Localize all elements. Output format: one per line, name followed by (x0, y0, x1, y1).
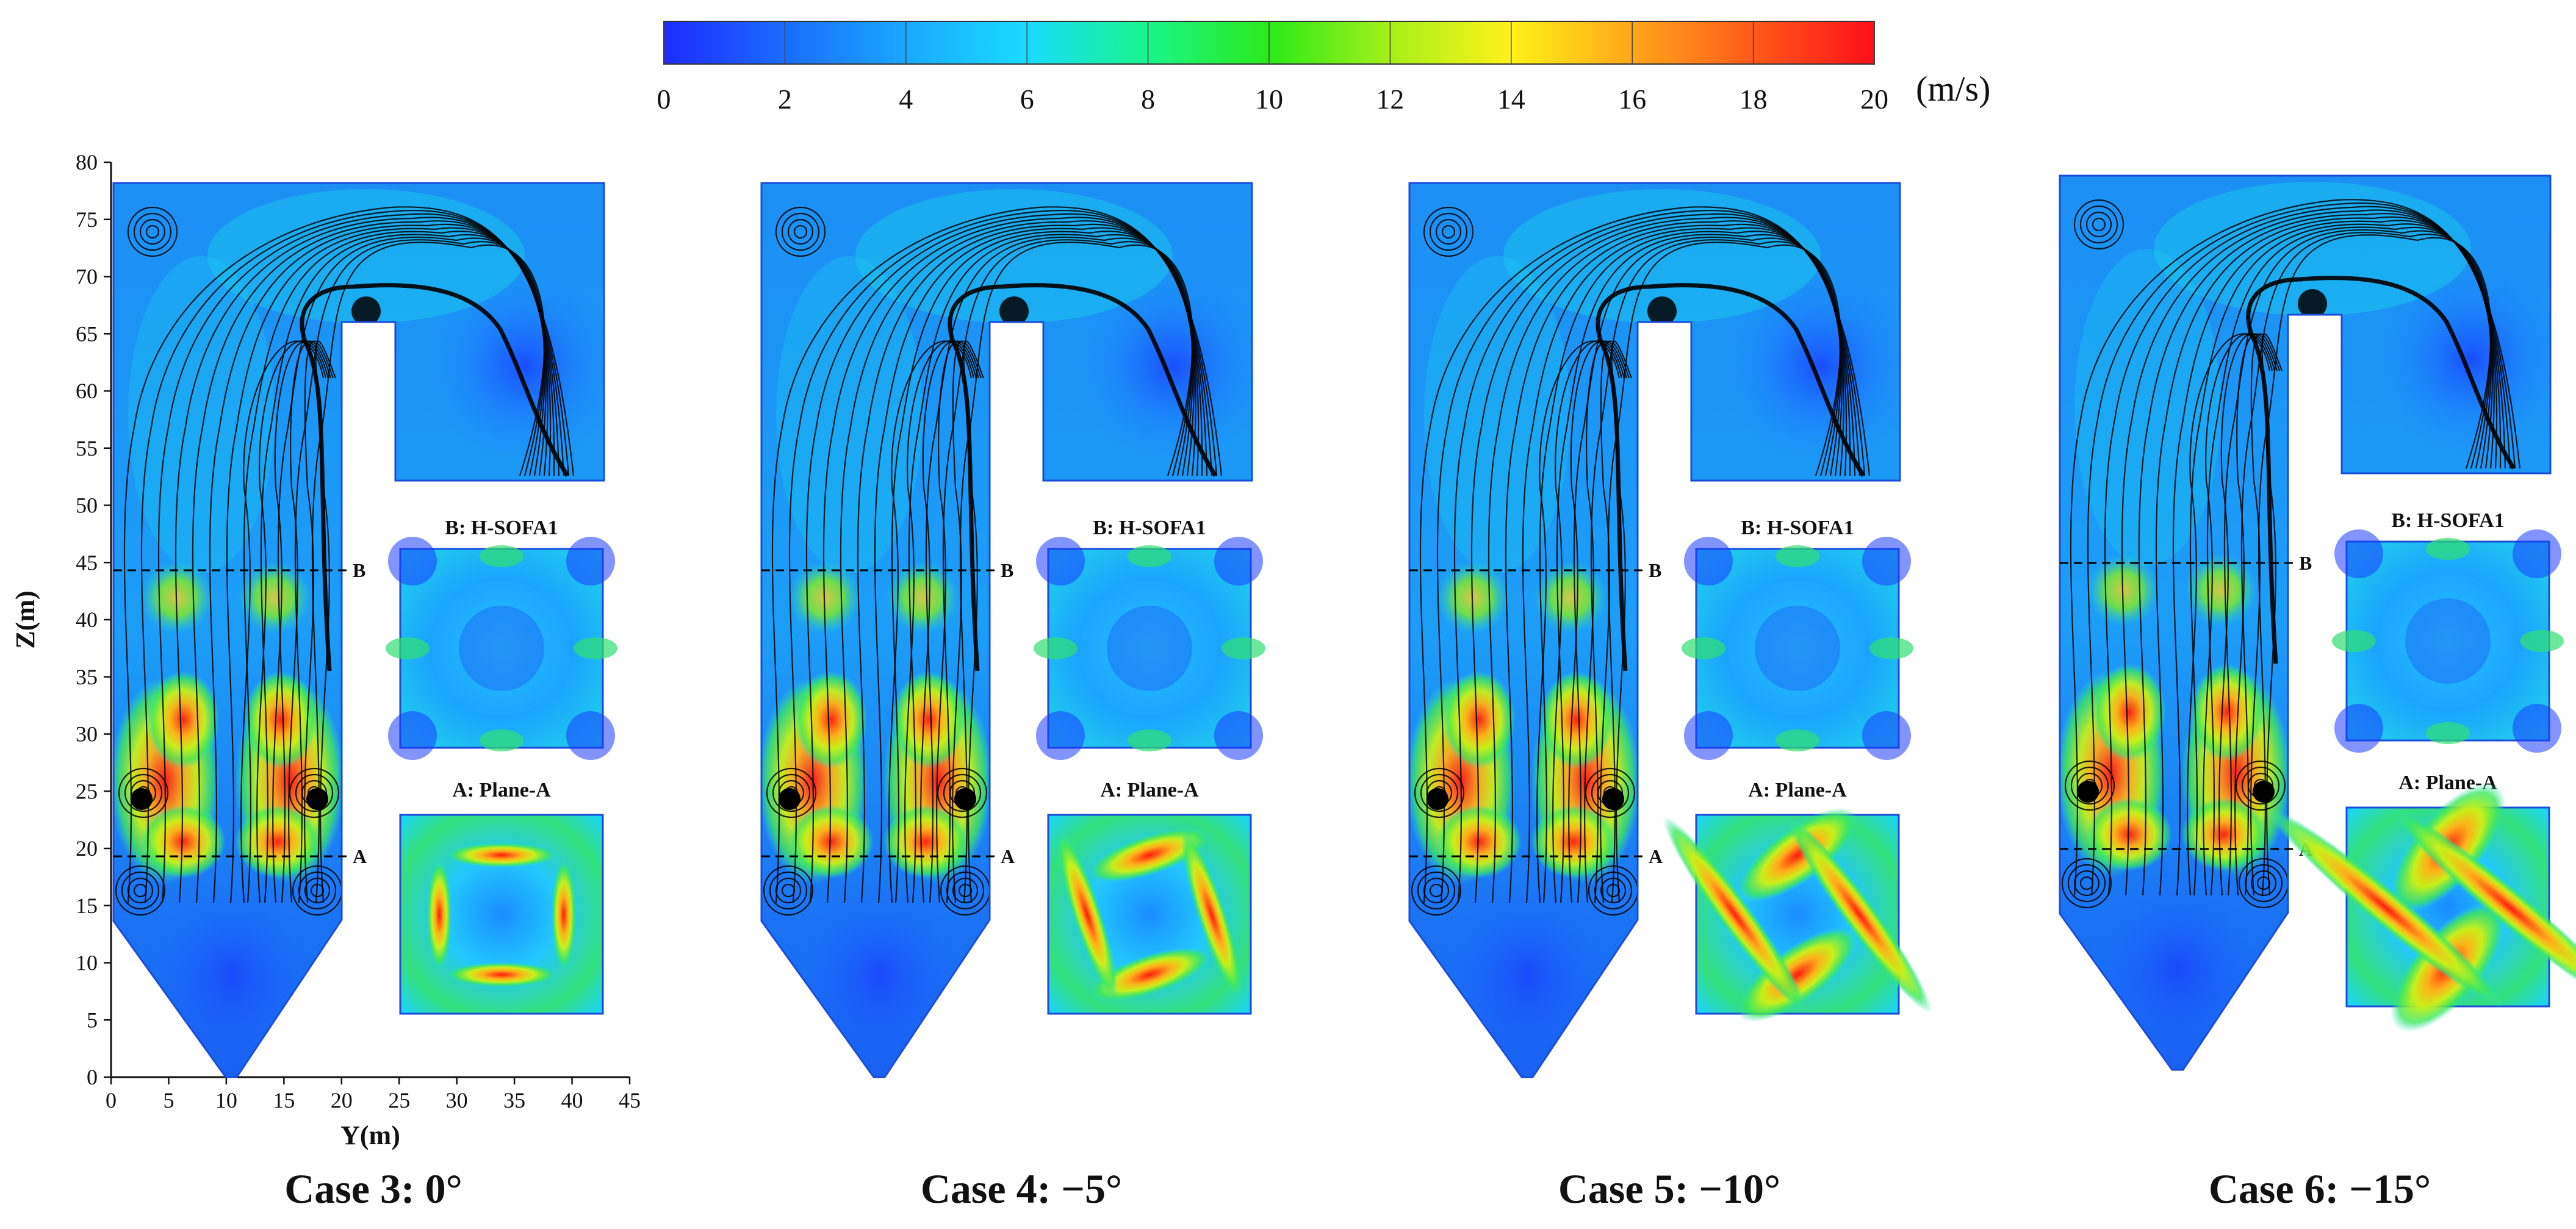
streamlines (115, 206, 575, 916)
inset-h-sofa1: B: H-SOFA1 (2332, 509, 2564, 753)
case-title: Case 6: −15° (2209, 1166, 2431, 1212)
y-tick-label: 80 (76, 150, 98, 174)
y-tick-label: 10 (76, 951, 98, 975)
y-tick-label: 20 (76, 836, 98, 861)
colorbar-tick-label: 0 (657, 84, 671, 115)
inset-b-field (399, 548, 604, 749)
plane-a-marker: A (353, 845, 367, 867)
y-tick-label: 40 (76, 607, 98, 632)
case-title: Case 4: −5° (921, 1166, 1122, 1212)
x-tick-label: 45 (619, 1088, 641, 1113)
colorbar-tick-label: 12 (1376, 84, 1404, 115)
furnace-contour (1409, 183, 1900, 1077)
inset-b-field (2345, 540, 2550, 742)
axes: 0 5 10 15 20 25 30 35 40 45 50 55 60 65 70 75 80 0 5 10 15 2… (10, 150, 641, 1150)
colorbar-tick-label: 20 (1860, 84, 1888, 115)
plane-b-marker: B (353, 559, 365, 581)
y-tick-label: 50 (76, 493, 98, 518)
y-tick-label: 0 (87, 1065, 98, 1089)
inset-plane-a: A: Plane-A (2267, 772, 2576, 1033)
inset-h-sofa1: B: H-SOFA1 (1682, 517, 1913, 760)
inset-a-title: A: Plane-A (1100, 779, 1199, 801)
y-tick-label: 35 (76, 665, 98, 689)
y-tick-label: 5 (87, 1008, 98, 1032)
y-tick-label: 15 (76, 894, 98, 918)
colorbar-tick-label: 16 (1618, 84, 1646, 115)
colorbar-ticks: 0 2 4 6 8 10 12 14 16 18 20 (657, 21, 1888, 115)
colorbar-tick-label: 18 (1740, 84, 1768, 115)
y-tick-label: 45 (76, 550, 98, 575)
y-axis-label: Z(m) (10, 590, 40, 648)
inset-b-title: B: H-SOFA1 (445, 517, 558, 539)
streamlines (763, 206, 1223, 916)
y-tick-label: 55 (76, 436, 98, 460)
furnace-outline (1408, 182, 1901, 1078)
inset-plane-a: A: Plane-A (1047, 779, 1252, 1015)
inset-b-field (1695, 548, 1900, 749)
furnace-outline (2059, 174, 2552, 1071)
x-tick-label: 25 (388, 1088, 410, 1113)
furnace-outline (112, 182, 605, 1078)
streamlines (1411, 206, 1871, 916)
plane-a-marker: A (1001, 845, 1015, 867)
y-tick-label: 60 (76, 379, 98, 403)
x-tick-label: 40 (561, 1088, 583, 1113)
x-tick-label: 15 (273, 1088, 295, 1113)
y-tick-label: 25 (76, 779, 98, 803)
inset-b-field (1047, 548, 1252, 749)
colorbar-tick-label: 10 (1255, 84, 1283, 115)
inset-h-sofa1: B: H-SOFA1 (386, 517, 617, 760)
x-tick-label: 0 (106, 1088, 117, 1113)
colorbar-tick-label: 2 (778, 84, 792, 115)
y-axis-ticks: 0 5 10 15 20 25 30 35 40 45 50 55 60 65 70 75 80 (76, 150, 111, 1089)
case-panels: B A B: H-SOFA1 A: Plane-A Case 3: 0° B A B: H-S… (112, 174, 2576, 1212)
colorbar-tick-label: 14 (1497, 84, 1525, 115)
plane-b-marker: B (1001, 559, 1013, 581)
colorbar-tick-label: 8 (1141, 84, 1155, 115)
y-tick-label: 65 (76, 321, 98, 346)
inset-b-title: B: H-SOFA1 (1741, 517, 1854, 539)
plane-b-marker: B (2299, 552, 2312, 574)
case-title: Case 5: −10° (1558, 1166, 1780, 1212)
inset-plane-a: A: Plane-A (1663, 779, 1932, 1022)
case-panel: B A B: H-SOFA1 A: Plane-A Case 3: 0° (112, 182, 617, 1212)
colorbar-tick-label: 4 (899, 84, 913, 115)
plane-a-marker: A (1649, 845, 1663, 867)
inset-h-sofa1: B: H-SOFA1 (1034, 517, 1265, 760)
y-tick-label: 75 (76, 207, 98, 232)
case-panel: B A B: H-SOFA1 A: Plane-A Case 5: −10° (1408, 182, 1932, 1212)
x-tick-label: 20 (331, 1088, 353, 1113)
inset-b-title: B: H-SOFA1 (1093, 517, 1206, 539)
x-tick-label: 5 (163, 1088, 174, 1113)
case-title: Case 3: 0° (284, 1166, 462, 1212)
plane-b-marker: B (1649, 559, 1661, 581)
colorbar: 0 2 4 6 8 10 12 14 16 18 20 (m/s) (657, 21, 1990, 115)
x-axis-label: Y(m) (340, 1120, 400, 1150)
case-panel: B A B: H-SOFA1 A: Plane-A Case 4: −5° (760, 182, 1265, 1212)
x-axis-ticks: 0 5 10 15 20 25 30 35 40 45 (106, 1077, 641, 1113)
y-tick-label: 70 (76, 265, 98, 289)
x-tick-label: 35 (503, 1088, 525, 1113)
furnace-contour (761, 183, 1252, 1077)
x-tick-label: 30 (446, 1088, 468, 1113)
furnace-outline (760, 182, 1253, 1078)
streamlines (2061, 199, 2521, 909)
inset-a-title: A: Plane-A (1748, 779, 1847, 801)
inset-plane-a: A: Plane-A (399, 779, 604, 1015)
colorbar-unit: (m/s) (1916, 69, 1990, 109)
x-tick-label: 10 (215, 1088, 237, 1113)
inset-b-title: B: H-SOFA1 (2391, 509, 2504, 532)
furnace-contour (113, 183, 604, 1077)
colorbar-tick-label: 6 (1020, 84, 1034, 115)
y-tick-label: 30 (76, 722, 98, 747)
inset-a-title: A: Plane-A (452, 779, 551, 801)
